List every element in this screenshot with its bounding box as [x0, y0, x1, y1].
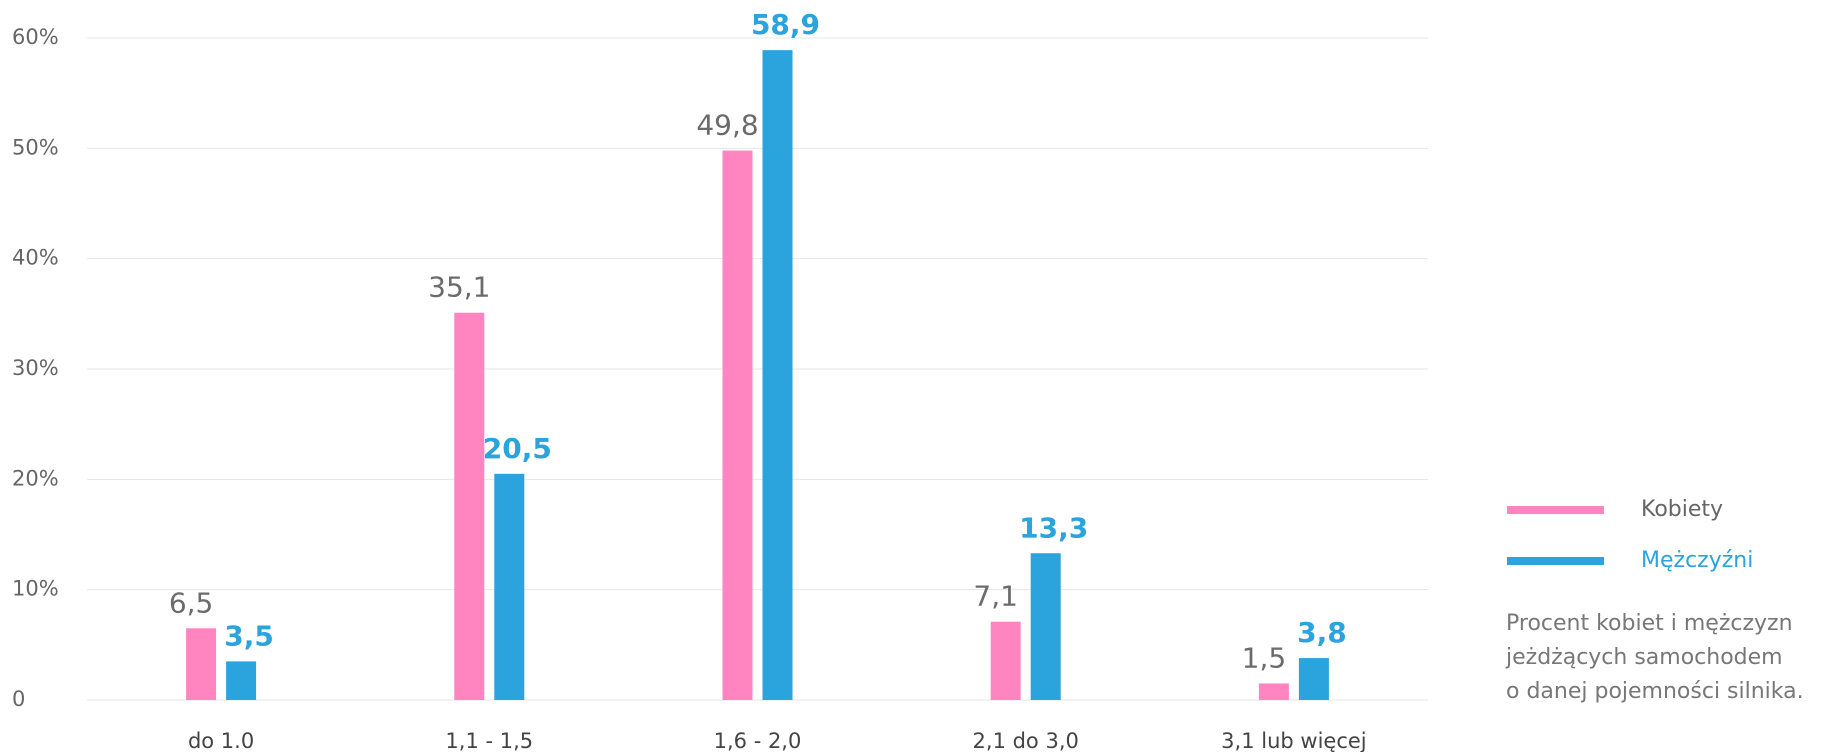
note: o danej pojemności silnika. — [1506, 679, 1804, 704]
value-label: 1,5 — [1242, 641, 1287, 674]
x-tick-label: 1,1 - 1,5 — [445, 729, 533, 752]
x-tick-label: do 1.0 — [188, 729, 254, 752]
bar — [494, 473, 525, 700]
value-label: 7,1 — [973, 580, 1018, 613]
bar — [1258, 683, 1289, 700]
value-label: 58,9 — [751, 8, 820, 41]
value-label: 6,5 — [169, 586, 214, 619]
y-tick-label: 60% — [12, 25, 59, 49]
x-tick-label: 3,1 lub więcej — [1221, 729, 1366, 752]
y-tick-label: 40% — [12, 246, 59, 270]
value-label: 20,5 — [483, 432, 552, 465]
legend-label: Kobiety — [1641, 497, 1723, 522]
y-tick-label: 20% — [12, 466, 59, 490]
y-tick-label: 10% — [12, 577, 59, 601]
x-tick-label: 1,6 - 2,0 — [714, 729, 802, 752]
y-tick-label: 30% — [12, 356, 59, 380]
y-tick-label: 0 — [12, 687, 25, 711]
x-tick-label: 2,1 do 3,0 — [973, 729, 1079, 752]
note: jeżdżących samochodem — [1505, 645, 1783, 670]
bar — [454, 312, 485, 700]
legend-label: Mężczyźni — [1641, 548, 1753, 573]
value-label: 49,8 — [696, 109, 758, 142]
value-label: 35,1 — [428, 271, 490, 304]
value-label: 3,5 — [224, 619, 274, 652]
bar — [186, 628, 217, 700]
value-label: 3,8 — [1297, 616, 1347, 649]
y-tick-label: 50% — [12, 135, 59, 159]
bar — [226, 661, 257, 700]
bar — [990, 621, 1021, 700]
bar — [722, 150, 753, 701]
note: Procent kobiet i mężczyzn — [1506, 611, 1793, 636]
bar — [1030, 553, 1061, 700]
bar — [762, 50, 793, 701]
value-label: 13,3 — [1019, 511, 1088, 544]
bar — [1298, 658, 1329, 700]
